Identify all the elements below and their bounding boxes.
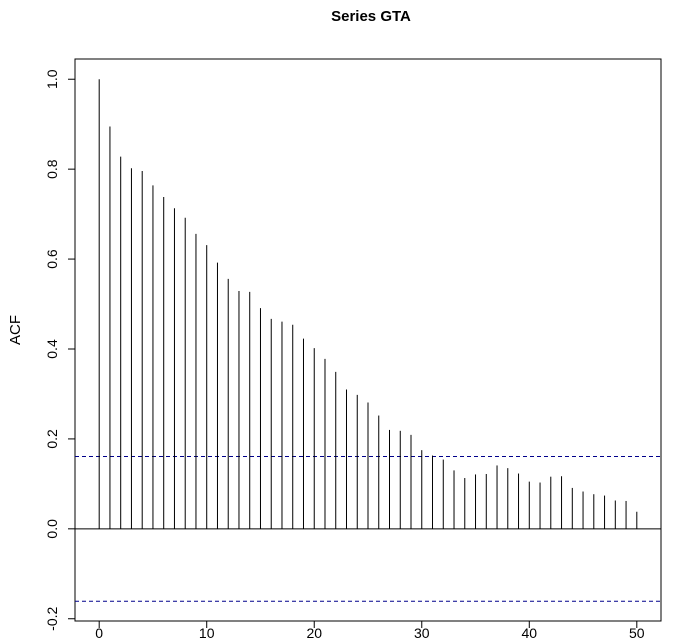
x-tick-label: 50 (629, 625, 645, 641)
y-tick-label: -0.2 (44, 606, 60, 630)
y-tick-label: 0.8 (44, 159, 60, 179)
x-tick-label: 10 (199, 625, 215, 641)
y-tick-label: 0.2 (44, 429, 60, 449)
chart-title: Series GTA (331, 8, 411, 25)
x-tick-label: 20 (306, 625, 322, 641)
y-axis-label: ACF (7, 315, 24, 345)
plot-frame (74, 58, 662, 622)
y-tick-label: 0.0 (44, 519, 60, 539)
x-tick-label: 30 (414, 625, 430, 641)
x-tick-label: 0 (95, 625, 103, 641)
plot-area: 0 10 20 30 40 50 -0.2 0.0 0.2 0.4 0.6 0.8 1.0 (44, 58, 662, 641)
x-tick-label: 40 (521, 625, 537, 641)
y-tick-label: 0.6 (44, 249, 60, 269)
y-tick-label: 1.0 (44, 69, 60, 89)
y-tick-label: 0.4 (44, 339, 60, 359)
